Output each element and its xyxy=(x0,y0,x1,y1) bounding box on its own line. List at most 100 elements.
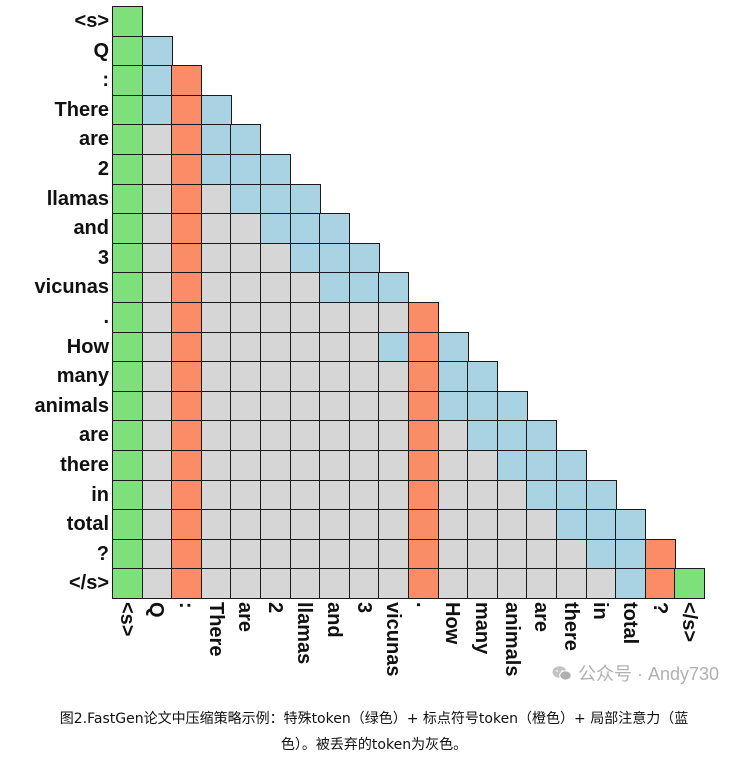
mask-cell-dropped xyxy=(319,479,351,511)
mask-cell-dropped xyxy=(526,509,558,541)
mask-cell-punctuation xyxy=(408,538,440,570)
row-label: . xyxy=(103,306,109,328)
mask-cell-dropped xyxy=(348,361,380,393)
mask-cell-special xyxy=(112,94,144,126)
mask-cell-dropped xyxy=(230,361,262,393)
mask-cell-dropped xyxy=(289,272,321,304)
mask-cell-dropped xyxy=(200,568,232,600)
mask-cell-dropped xyxy=(230,213,262,245)
mask-cell-dropped xyxy=(141,538,173,570)
mask-cell-special xyxy=(112,361,144,393)
column-label: There xyxy=(204,602,227,657)
row-label: animals xyxy=(34,394,109,417)
mask-cell-dropped xyxy=(141,213,173,245)
mask-cell-punctuation xyxy=(644,538,676,570)
mask-cell-dropped xyxy=(319,509,351,541)
mask-cell-local xyxy=(260,213,292,245)
mask-cell-dropped xyxy=(496,479,528,511)
column-label: 3 xyxy=(352,602,375,614)
column-label: <s> xyxy=(115,602,138,637)
column-label: and xyxy=(323,602,345,638)
mask-cell-dropped xyxy=(496,538,528,570)
watermark-text: 公众号 · Andy730 xyxy=(578,664,720,684)
mask-cell-dropped xyxy=(141,509,173,541)
mask-cell-local xyxy=(526,450,558,482)
mask-cell-local xyxy=(230,183,262,215)
mask-cell-special xyxy=(112,6,144,38)
mask-cell-local xyxy=(467,361,499,393)
mask-cell-local xyxy=(437,361,469,393)
mask-cell-dropped xyxy=(378,479,410,511)
mask-cell-punctuation xyxy=(171,154,203,186)
mask-cell-dropped xyxy=(289,361,321,393)
mask-cell-local xyxy=(437,331,469,363)
mask-cell-dropped xyxy=(230,479,262,511)
mask-cell-local xyxy=(230,124,262,156)
mask-cell-punctuation xyxy=(408,479,440,511)
mask-cell-dropped xyxy=(141,450,173,482)
mask-cell-dropped xyxy=(260,302,292,334)
mask-cell-dropped xyxy=(200,390,232,422)
mask-cell-local xyxy=(526,420,558,452)
mask-cell-punctuation xyxy=(408,568,440,600)
column-label: : xyxy=(175,602,197,609)
mask-cell-dropped xyxy=(141,420,173,452)
mask-cell-dropped xyxy=(378,538,410,570)
mask-cell-local xyxy=(496,390,528,422)
row-label: there xyxy=(60,454,109,476)
mask-cell-dropped xyxy=(348,509,380,541)
mask-cell-dropped xyxy=(260,479,292,511)
mask-cell-punctuation xyxy=(171,213,203,245)
mask-cell-special xyxy=(112,509,144,541)
caption-line-2: 色）。被丢弃的token为灰色。 xyxy=(280,737,468,753)
mask-cell-punctuation xyxy=(171,331,203,363)
column-label: are xyxy=(530,602,553,633)
mask-cell-dropped xyxy=(319,390,351,422)
row-label: How xyxy=(66,335,109,358)
mask-cell-dropped xyxy=(230,568,262,600)
mask-cell-special xyxy=(112,213,144,245)
mask-cell-dropped xyxy=(556,568,588,600)
mask-cell-local xyxy=(289,242,321,274)
row-label: in xyxy=(91,483,109,506)
mask-cell-punctuation xyxy=(171,568,203,600)
row-label: many xyxy=(56,365,109,388)
mask-cell-special xyxy=(112,479,144,511)
row-label: <s> xyxy=(74,10,109,32)
mask-cell-dropped xyxy=(260,420,292,452)
mask-cell-dropped xyxy=(200,302,232,334)
mask-cell-dropped xyxy=(260,390,292,422)
column-label: vicunas xyxy=(382,602,405,677)
column-label: there xyxy=(559,602,582,651)
mask-cell-punctuation xyxy=(644,568,676,600)
mask-cell-local xyxy=(230,154,262,186)
mask-cell-local xyxy=(556,450,588,482)
mask-cell-special xyxy=(112,420,144,452)
mask-cell-dropped xyxy=(526,568,558,600)
mask-cell-local xyxy=(260,183,292,215)
mask-cell-dropped xyxy=(141,479,173,511)
mask-cell-dropped xyxy=(556,538,588,570)
mask-cell-punctuation xyxy=(171,390,203,422)
mask-cell-dropped xyxy=(319,302,351,334)
row-label: Q xyxy=(93,39,109,62)
column-label: How xyxy=(441,602,464,645)
mask-cell-dropped xyxy=(230,242,262,274)
mask-cell-dropped xyxy=(200,242,232,274)
mask-cell-local xyxy=(585,479,617,511)
mask-cell-dropped xyxy=(378,450,410,482)
mask-cell-dropped xyxy=(289,420,321,452)
mask-cell-punctuation xyxy=(408,390,440,422)
mask-cell-dropped xyxy=(230,302,262,334)
mask-cell-special xyxy=(112,331,144,363)
caption-line-1: 图2.FastGen论文中压缩策略示例：特殊token（绿色）+ 标点符号tok… xyxy=(59,711,689,727)
mask-cell-local xyxy=(496,420,528,452)
mask-cell-dropped xyxy=(348,450,380,482)
row-label: total xyxy=(66,513,109,536)
mask-cell-local xyxy=(289,183,321,215)
mask-cell-local xyxy=(615,538,647,570)
mask-cell-local xyxy=(141,94,173,126)
mask-cell-dropped xyxy=(260,242,292,274)
column-label: many xyxy=(471,602,493,655)
mask-cell-dropped xyxy=(467,509,499,541)
